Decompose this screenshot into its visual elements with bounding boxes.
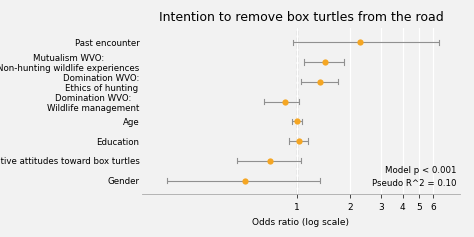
Text: Model p < 0.001
Pseudo R^2 = 0.10: Model p < 0.001 Pseudo R^2 = 0.10	[372, 166, 456, 188]
Title: Intention to remove box turtles from the road: Intention to remove box turtles from the…	[159, 12, 443, 24]
X-axis label: Odds ratio (log scale): Odds ratio (log scale)	[253, 218, 349, 227]
